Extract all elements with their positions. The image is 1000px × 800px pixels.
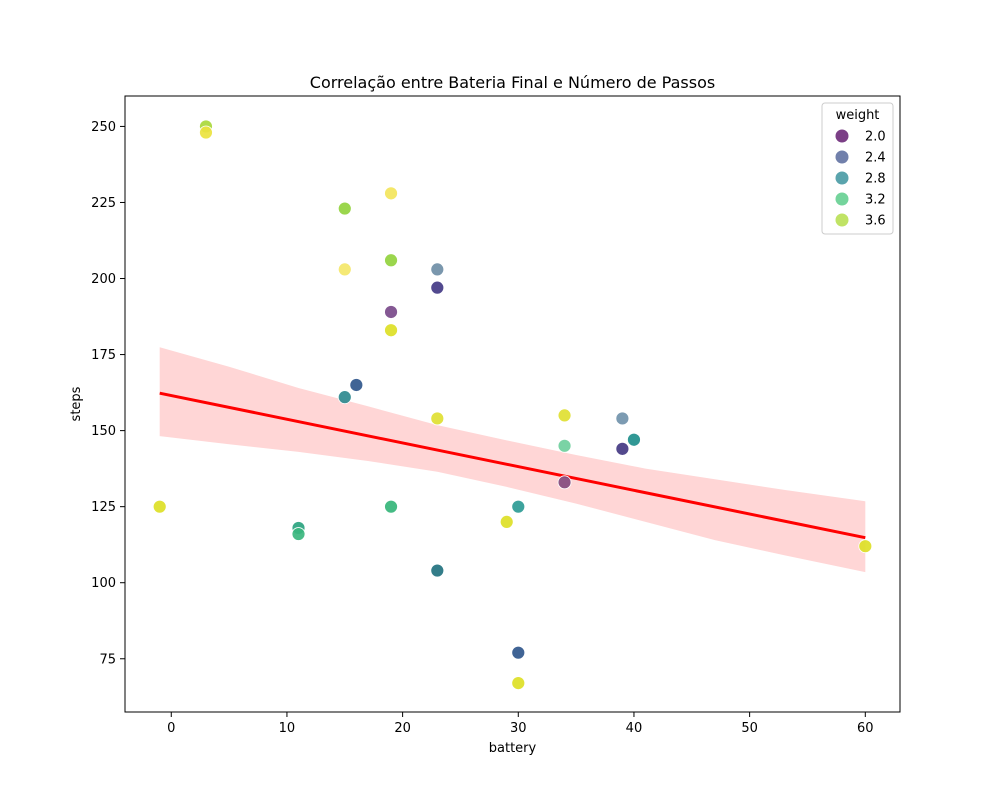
data-point: [615, 411, 630, 426]
x-tick-label: 20: [394, 721, 411, 736]
data-point: [291, 527, 306, 541]
legend-label: 3.2: [865, 193, 886, 208]
data-point: [384, 305, 398, 319]
data-point: [199, 125, 213, 140]
legend-label: 2.4: [865, 151, 886, 166]
data-point: [337, 262, 352, 277]
data-point: [384, 499, 398, 514]
data-point: [499, 514, 514, 529]
y-axis-label: steps: [69, 386, 84, 421]
data-point: [511, 499, 526, 514]
y-axis: 75 100 125 150 175 200 225 250: [91, 120, 125, 667]
data-point: [384, 253, 398, 268]
data-point: [337, 201, 352, 216]
x-tick-label: 0: [167, 721, 175, 736]
data-point: [430, 262, 445, 277]
legend-label: 2.0: [865, 130, 886, 145]
legend: weight 2.0 2.4 2.8 3.2 3.6: [821, 102, 894, 235]
legend-title: weight: [836, 108, 880, 123]
x-axis-label: battery: [489, 741, 537, 756]
regression-line: [159, 391, 866, 540]
x-tick-label: 30: [510, 721, 527, 736]
data-point: [511, 645, 526, 660]
y-tick-label: 75: [99, 652, 116, 667]
y-tick-label: 200: [91, 272, 116, 287]
plot-area-frame: [124, 95, 901, 713]
confidence-band-layer: [159, 347, 866, 573]
data-point: [152, 499, 167, 514]
legend-marker: [835, 150, 849, 164]
x-tick-label: 40: [626, 721, 643, 736]
data-point: [858, 539, 873, 554]
data-point: [384, 323, 398, 338]
points-layer: [152, 119, 873, 691]
data-point: [430, 411, 445, 426]
confidence-band: [159, 347, 866, 573]
y-tick-label: 125: [91, 500, 116, 515]
data-point: [557, 438, 572, 453]
legend-label: 3.6: [865, 214, 886, 229]
x-axis: 0 10 20 30 40 50 60: [167, 712, 874, 736]
data-point: [557, 475, 572, 490]
legend-marker: [835, 171, 849, 185]
y-tick-label: 100: [91, 576, 116, 591]
y-tick-label: 250: [91, 120, 116, 135]
data-point: [511, 676, 526, 691]
data-point: [430, 280, 445, 295]
regression-line-layer: [159, 391, 866, 540]
y-tick-label: 225: [91, 196, 116, 211]
legend-marker: [835, 129, 849, 143]
chart-title: Correlação entre Bateria Final e Número …: [310, 73, 715, 92]
y-tick-label: 150: [91, 424, 116, 439]
legend-marker: [835, 213, 849, 227]
legend-marker: [835, 192, 849, 206]
x-tick-label: 50: [741, 721, 758, 736]
data-point: [384, 186, 398, 201]
data-point: [349, 378, 364, 392]
data-point: [337, 390, 352, 405]
y-tick-label: 175: [91, 348, 116, 363]
x-tick-label: 10: [279, 721, 296, 736]
data-point: [430, 563, 445, 578]
x-tick-label: 60: [857, 721, 874, 736]
data-point: [557, 408, 572, 423]
legend-label: 2.8: [865, 172, 886, 187]
data-point: [615, 441, 630, 456]
data-point: [627, 432, 641, 447]
